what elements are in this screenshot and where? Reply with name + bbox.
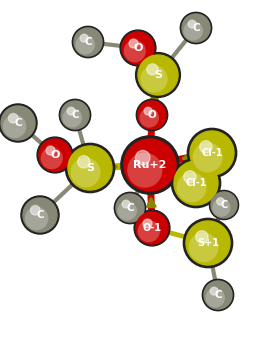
Circle shape	[122, 200, 130, 208]
Text: O-1: O-1	[142, 223, 162, 233]
Circle shape	[213, 199, 230, 216]
Circle shape	[116, 194, 144, 222]
Circle shape	[63, 109, 81, 127]
Circle shape	[138, 55, 178, 95]
Circle shape	[76, 36, 94, 54]
Circle shape	[72, 26, 104, 58]
Circle shape	[68, 146, 112, 190]
Text: O: O	[50, 150, 60, 160]
Circle shape	[23, 198, 57, 232]
Circle shape	[39, 139, 71, 171]
Circle shape	[187, 129, 237, 177]
Circle shape	[118, 202, 136, 220]
Circle shape	[136, 212, 168, 244]
Circle shape	[177, 173, 206, 202]
Circle shape	[41, 148, 62, 169]
Circle shape	[188, 20, 196, 28]
Circle shape	[59, 99, 91, 131]
Circle shape	[202, 279, 234, 311]
Text: Ru+2: Ru+2	[133, 160, 167, 170]
Text: C: C	[192, 23, 200, 33]
Circle shape	[138, 221, 159, 242]
Circle shape	[182, 14, 210, 42]
Text: C: C	[126, 203, 134, 213]
Circle shape	[80, 34, 88, 42]
Circle shape	[71, 158, 100, 187]
Circle shape	[134, 210, 170, 246]
Circle shape	[184, 171, 196, 183]
Circle shape	[147, 64, 158, 75]
Text: Cl-1: Cl-1	[185, 178, 207, 188]
Circle shape	[183, 218, 233, 268]
Text: C: C	[220, 200, 228, 210]
Circle shape	[61, 101, 89, 129]
Circle shape	[171, 158, 221, 208]
Circle shape	[174, 161, 218, 205]
Circle shape	[136, 99, 168, 131]
Circle shape	[121, 136, 179, 194]
Circle shape	[114, 192, 146, 224]
Circle shape	[128, 153, 162, 187]
Text: Cl-1: Cl-1	[201, 148, 223, 158]
Text: C: C	[14, 118, 22, 128]
Text: C: C	[36, 210, 44, 220]
Circle shape	[65, 143, 115, 193]
Circle shape	[0, 104, 37, 142]
Circle shape	[200, 141, 212, 153]
Circle shape	[120, 30, 156, 66]
Circle shape	[135, 150, 150, 165]
Circle shape	[46, 146, 55, 155]
Circle shape	[1, 106, 35, 140]
Text: C: C	[214, 290, 222, 300]
Circle shape	[209, 190, 239, 220]
Circle shape	[141, 66, 167, 92]
Circle shape	[143, 219, 152, 228]
Circle shape	[206, 289, 224, 307]
Circle shape	[4, 115, 26, 137]
Text: C: C	[84, 37, 92, 47]
Circle shape	[138, 101, 166, 129]
Circle shape	[217, 198, 224, 205]
Circle shape	[140, 109, 158, 127]
Circle shape	[136, 53, 180, 97]
Text: S: S	[154, 70, 162, 80]
Circle shape	[37, 137, 73, 173]
Text: S: S	[86, 163, 94, 173]
Circle shape	[21, 196, 59, 234]
Circle shape	[193, 143, 222, 172]
Text: O: O	[148, 110, 156, 120]
Circle shape	[78, 156, 90, 168]
Text: C: C	[71, 110, 79, 120]
Text: O: O	[133, 43, 143, 53]
Text: S+1: S+1	[197, 238, 219, 248]
Circle shape	[129, 39, 138, 48]
Circle shape	[210, 287, 218, 295]
Circle shape	[74, 28, 102, 56]
Circle shape	[124, 139, 176, 191]
Circle shape	[31, 205, 40, 215]
Circle shape	[189, 233, 218, 262]
Circle shape	[190, 131, 234, 175]
Circle shape	[122, 32, 154, 64]
Circle shape	[144, 107, 152, 115]
Circle shape	[67, 107, 75, 115]
Circle shape	[184, 22, 202, 40]
Circle shape	[204, 281, 232, 309]
Circle shape	[196, 231, 208, 243]
Circle shape	[180, 12, 212, 44]
Circle shape	[211, 192, 237, 218]
Circle shape	[9, 114, 18, 123]
Circle shape	[26, 207, 48, 230]
Circle shape	[186, 221, 230, 265]
Circle shape	[124, 41, 145, 62]
